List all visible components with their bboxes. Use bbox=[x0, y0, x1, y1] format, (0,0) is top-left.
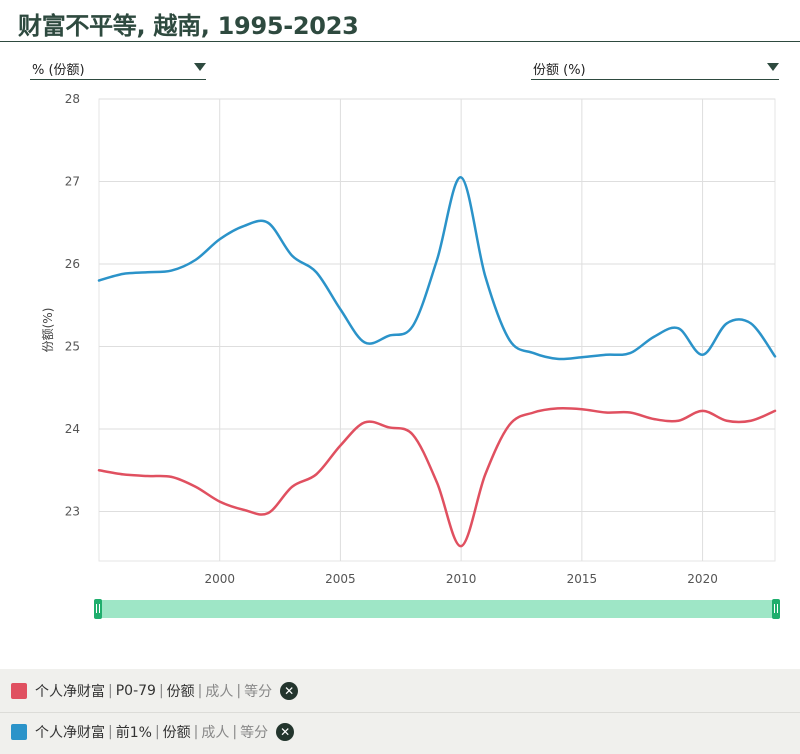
y-tick-label: 24 bbox=[65, 422, 80, 436]
line-chart: 23 24 25 26 27 28 2000 2005 2010 2015 2020 份额(%) bbox=[41, 92, 777, 586]
indicator-dropdown[interactable]: 份额 (%) bbox=[531, 55, 779, 80]
y-tick-label: 28 bbox=[65, 92, 80, 106]
legend-unit: 成人 bbox=[205, 684, 234, 700]
unit-dropdown-value: % (份额) bbox=[32, 63, 85, 78]
legend-name: 个人净财富 bbox=[35, 684, 105, 700]
x-tick-label: 2010 bbox=[446, 572, 477, 586]
remove-series-icon[interactable]: ✕ bbox=[280, 682, 299, 700]
legend-measure: 份额 bbox=[162, 725, 191, 741]
legend-method: 等分 bbox=[240, 725, 269, 741]
y-tick-label: 27 bbox=[65, 175, 80, 189]
y-axis-label: 份额(%) bbox=[41, 308, 55, 353]
x-tick-label: 2005 bbox=[325, 572, 356, 586]
y-tick-label: 25 bbox=[65, 340, 80, 354]
plot-area bbox=[98, 98, 776, 562]
legend-unit: 成人 bbox=[201, 725, 230, 741]
year-range-slider[interactable] bbox=[94, 599, 780, 619]
legend-item: 个人净财富 | P0-79 | 份额 | 成人 | 等分 ✕ bbox=[0, 672, 800, 710]
title-divider bbox=[0, 41, 800, 42]
range-end-handle[interactable] bbox=[772, 599, 780, 619]
range-start-handle[interactable] bbox=[94, 599, 102, 619]
legend-measure: 份额 bbox=[166, 684, 195, 700]
chevron-down-icon bbox=[194, 63, 206, 71]
x-tick-label: 2015 bbox=[567, 572, 598, 586]
legend-item: 个人净财富 | 前1% | 份额 | 成人 | 等分 ✕ bbox=[0, 712, 800, 751]
series-line-1 bbox=[97, 176, 777, 361]
legend-name: 个人净财富 bbox=[35, 725, 105, 741]
series-color-swatch bbox=[11, 724, 27, 740]
legend-method: 等分 bbox=[244, 684, 273, 700]
page-title: 财富不平等, 越南, 1995-2023 bbox=[18, 12, 359, 40]
series-color-swatch bbox=[11, 683, 27, 699]
legend-group: 前1% bbox=[115, 725, 152, 741]
y-tick-label: 23 bbox=[65, 505, 80, 519]
series-line-0 bbox=[97, 406, 777, 548]
unit-dropdown[interactable]: % (份额) bbox=[30, 55, 206, 80]
remove-series-icon[interactable]: ✕ bbox=[276, 723, 295, 741]
indicator-dropdown-value: 份额 (%) bbox=[533, 63, 586, 78]
y-tick-label: 26 bbox=[65, 257, 80, 271]
legend-group: P0-79 bbox=[115, 683, 156, 699]
chevron-down-icon bbox=[767, 63, 779, 71]
x-tick-label: 2000 bbox=[204, 572, 235, 586]
x-tick-label: 2020 bbox=[687, 572, 718, 586]
legend-panel: 个人净财富 | P0-79 | 份额 | 成人 | 等分 ✕ 个人净财富 | 前… bbox=[0, 669, 800, 754]
